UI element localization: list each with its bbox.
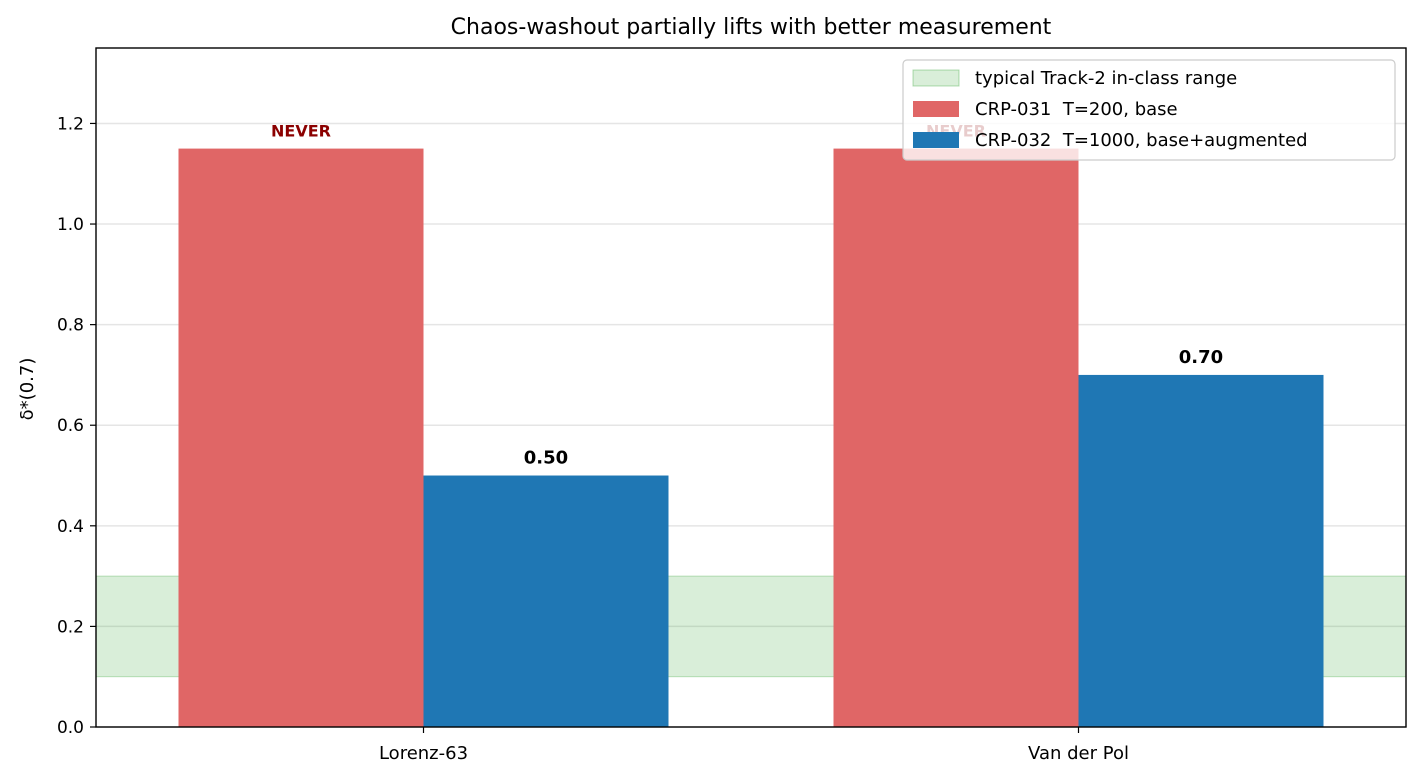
bar-value-label: 0.70	[1179, 347, 1223, 368]
x-tick-label: Lorenz-63	[379, 743, 468, 764]
y-tick-label: 0.0	[57, 718, 84, 738]
legend-box	[902, 59, 1396, 161]
bars	[178, 148, 1324, 727]
y-tick-label: 1.0	[57, 215, 84, 235]
bar	[1078, 374, 1324, 727]
plot-frame	[95, 47, 1407, 728]
chart-title: Chaos-washout partially lifts with bette…	[451, 15, 1052, 40]
y-axis-label: δ*(0.7)	[17, 358, 38, 421]
bar-value-label: 0.50	[524, 448, 568, 469]
bar	[178, 148, 424, 727]
bar	[833, 148, 1079, 727]
bar	[423, 475, 669, 727]
x-tick-label: Van der Pol	[1028, 743, 1129, 764]
axes: 0.0 0.2 0.4 0.6 0.8 1.0 1.2 Lorenz-63 Van der Po…	[57, 47, 1407, 764]
legend-label: typical Track-2 in-class range	[975, 68, 1237, 89]
y-tick-label: 0.4	[57, 517, 84, 537]
y-tick-label: 0.6	[57, 416, 84, 436]
legend: typical Track-2 in-class range CRP-031 T=…	[902, 59, 1396, 161]
bar-value-label: NEVER	[271, 122, 331, 141]
y-tick-label: 0.2	[57, 617, 84, 637]
y-tick-label: 1.2	[57, 114, 84, 134]
legend-swatch	[913, 132, 959, 148]
legend-swatch	[912, 69, 960, 87]
legend-label: CRP-032 T=1000, base+augmented	[975, 130, 1308, 151]
legend-label: CRP-031 T=200, base	[975, 99, 1178, 120]
y-tick-label: 0.8	[57, 316, 84, 336]
legend-swatch	[913, 101, 959, 117]
